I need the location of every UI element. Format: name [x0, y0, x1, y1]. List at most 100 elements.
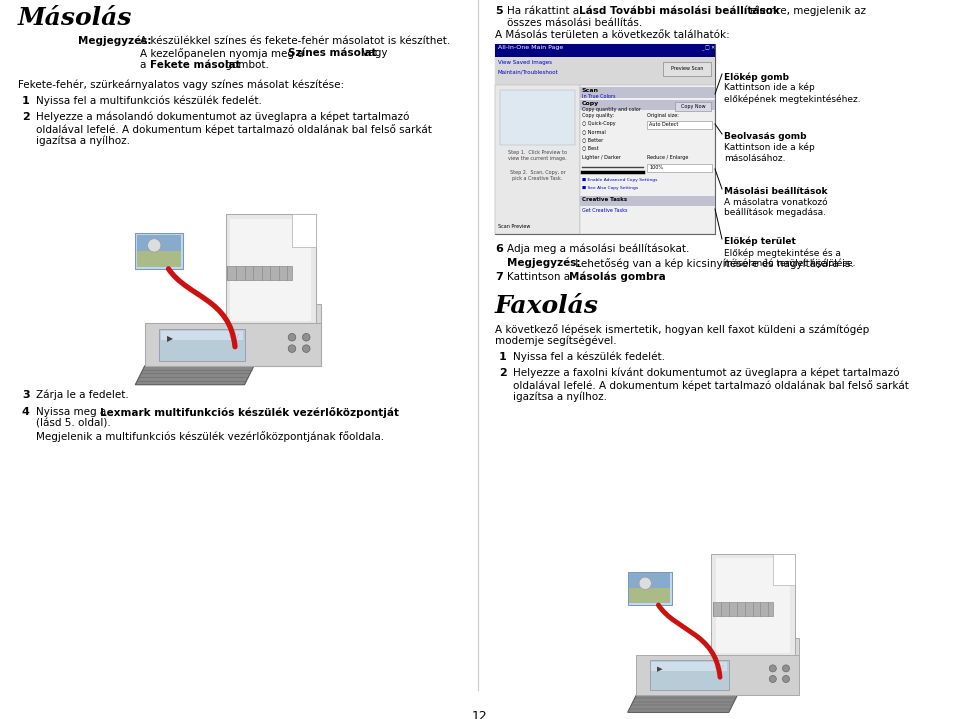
Text: Másolási beállítások: Másolási beállítások [724, 187, 828, 196]
Text: Copy Now: Copy Now [681, 104, 706, 109]
Text: Step 1.  Click Preview to
view the current image.: Step 1. Click Preview to view the curren… [508, 150, 567, 161]
Text: All-In-One Main Page: All-In-One Main Page [498, 45, 564, 50]
Text: A következő lépések ismertetik, hogyan kell faxot küldeni a számítógép: A következő lépések ismertetik, hogyan k… [495, 324, 869, 335]
Text: Megjelenik a multifunkciós készülék vezérlőközpontjának főoldala.: Megjelenik a multifunkciós készülék vezé… [36, 431, 384, 442]
Bar [495, 85, 580, 234]
Text: Helyezze a faxolni kívánt dokumentumot az üveglapra a képet tartalmazó: Helyezze a faxolni kívánt dokumentumot a… [513, 368, 900, 378]
Circle shape [769, 665, 777, 672]
Text: Előkép megtekintése és a
másolandó terület kijelölése.: Előkép megtekintése és a másolandó terül… [724, 248, 855, 268]
Text: Lásd További másolási beállítások: Lásd További másolási beállítások [579, 6, 780, 16]
Text: igazítsa a nyílhoz.: igazítsa a nyílhoz. [36, 136, 130, 147]
Bar [495, 57, 715, 85]
Bar [495, 44, 715, 234]
Text: Adja meg a másolási beállításokat.: Adja meg a másolási beállításokat. [507, 244, 689, 255]
Text: View Saved Images: View Saved Images [498, 60, 552, 65]
Text: Copy: Copy [582, 101, 599, 106]
Polygon shape [135, 366, 254, 385]
Text: Zárja le a fedelet.: Zárja le a fedelet. [36, 390, 129, 400]
FancyBboxPatch shape [663, 62, 711, 76]
Text: 100%: 100% [649, 165, 663, 170]
Text: Kattintson a: Kattintson a [507, 272, 573, 282]
Polygon shape [764, 659, 795, 690]
Text: ■ Enable Advanced Copy Settings: ■ Enable Advanced Copy Settings [582, 178, 658, 182]
Polygon shape [630, 588, 670, 603]
FancyArrowPatch shape [714, 665, 723, 674]
Circle shape [639, 577, 651, 590]
Text: ○ Quick-Copy: ○ Quick-Copy [582, 121, 615, 126]
Polygon shape [228, 266, 292, 280]
Text: Copy quantity and color: Copy quantity and color [582, 107, 641, 112]
Text: Maintain/Troubleshoot: Maintain/Troubleshoot [498, 69, 559, 74]
Polygon shape [630, 573, 670, 588]
Text: Scan Preview: Scan Preview [498, 224, 530, 229]
Polygon shape [282, 328, 316, 361]
Text: elemre, megjelenik az: elemre, megjelenik az [747, 6, 866, 16]
Text: Lexmark multifunkciós készülék vezérlőközpontját: Lexmark multifunkciós készülék vezérlőkö… [100, 407, 399, 418]
Polygon shape [137, 251, 180, 267]
Text: .: . [641, 272, 644, 282]
Text: Nyissa meg a: Nyissa meg a [36, 407, 109, 417]
Text: Lighter / Darker: Lighter / Darker [582, 155, 621, 160]
Text: 5: 5 [495, 6, 503, 16]
Text: Ha rákattint a: Ha rákattint a [507, 6, 583, 16]
Text: összes másolási beállítás.: összes másolási beállítás. [507, 18, 642, 28]
Text: Nyissa fel a multifunkciós készülék fedelét.: Nyissa fel a multifunkciós készülék fede… [36, 96, 262, 106]
Text: Másolás: Másolás [18, 6, 132, 30]
Polygon shape [650, 661, 729, 690]
Text: Preview Scan: Preview Scan [671, 66, 703, 71]
Text: Megjegyzés:: Megjegyzés: [507, 258, 581, 268]
Bar [580, 85, 715, 234]
Text: (lásd 5. oldal).: (lásd 5. oldal). [36, 419, 110, 429]
Text: Fekete-fehér, szürkeárnyalatos vagy színes másolat készítése:: Fekete-fehér, szürkeárnyalatos vagy szín… [18, 80, 344, 91]
Bar [580, 196, 715, 206]
Text: gombot.: gombot. [222, 60, 269, 70]
Text: Kattintson ide a kép
másolásához.: Kattintson ide a kép másolásához. [724, 143, 815, 163]
Text: oldalával lefelé. A dokumentum képet tartalmazó oldalának bal felső sarkát: oldalával lefelé. A dokumentum képet tar… [513, 380, 909, 391]
Text: vagy: vagy [359, 48, 388, 58]
Text: A másolatra vonatkozó
beállítások megadása.: A másolatra vonatkozó beállítások megadá… [724, 198, 828, 217]
Text: Beolvasás gomb: Beolvasás gomb [724, 132, 806, 141]
Text: ○ Best: ○ Best [582, 145, 599, 150]
Text: a: a [140, 60, 150, 70]
Circle shape [302, 345, 310, 352]
Text: A kezelőpanelen nyomja meg a: A kezelőpanelen nyomja meg a [140, 48, 307, 59]
Polygon shape [713, 603, 773, 615]
Text: ▶: ▶ [167, 334, 173, 344]
Text: Nyissa fel a készülék fedelét.: Nyissa fel a készülék fedelét. [513, 352, 665, 362]
Polygon shape [651, 662, 727, 671]
Polygon shape [773, 554, 795, 585]
Polygon shape [159, 329, 245, 361]
Text: Előkép gomb: Előkép gomb [724, 72, 789, 81]
FancyBboxPatch shape [647, 164, 712, 172]
Text: Helyezze a másolandó dokumentumot az üveglapra a képet tartalmazó: Helyezze a másolandó dokumentumot az üve… [36, 112, 409, 122]
Text: 2: 2 [499, 368, 507, 378]
Text: In True Colors: In True Colors [582, 94, 615, 99]
Polygon shape [161, 331, 243, 340]
Text: ▶: ▶ [657, 666, 662, 672]
FancyArrowPatch shape [229, 334, 238, 344]
Bar [580, 100, 715, 110]
Polygon shape [628, 695, 737, 713]
Text: 6: 6 [495, 244, 503, 254]
Text: 1: 1 [499, 352, 507, 362]
Text: A Másolás területen a következők találhatók:: A Másolás területen a következők találha… [495, 30, 730, 40]
Text: Copy quality:: Copy quality: [582, 113, 614, 118]
Bar [500, 90, 575, 145]
Text: Faxolás: Faxolás [495, 294, 599, 318]
Text: igazítsa a nyílhoz.: igazítsa a nyílhoz. [513, 392, 607, 403]
Text: Lehetőség van a kép kicsinyítésére és nagyítására is.: Lehetőség van a kép kicsinyítésére és na… [572, 258, 853, 269]
Text: ○ Better: ○ Better [582, 137, 603, 142]
Text: Másolás gombra: Másolás gombra [569, 272, 665, 283]
Text: Get Creative Tasks: Get Creative Tasks [582, 208, 628, 213]
Polygon shape [137, 234, 180, 251]
Polygon shape [250, 304, 321, 366]
Text: A készülékkel színes és fekete-fehér másolatot is készíthet.: A készülékkel színes és fekete-fehér más… [140, 36, 450, 46]
Text: 3: 3 [22, 390, 30, 400]
Text: modemje segítségével.: modemje segítségével. [495, 336, 616, 347]
Bar [495, 44, 715, 57]
Text: Auto Detect: Auto Detect [649, 122, 679, 127]
Text: 2: 2 [22, 112, 30, 122]
Text: Step 2.  Scan, Copy, or
pick a Creative Task.: Step 2. Scan, Copy, or pick a Creative T… [510, 170, 565, 180]
Text: 12: 12 [472, 710, 488, 719]
Text: ■ See Also Copy Settings: ■ See Also Copy Settings [582, 186, 638, 190]
